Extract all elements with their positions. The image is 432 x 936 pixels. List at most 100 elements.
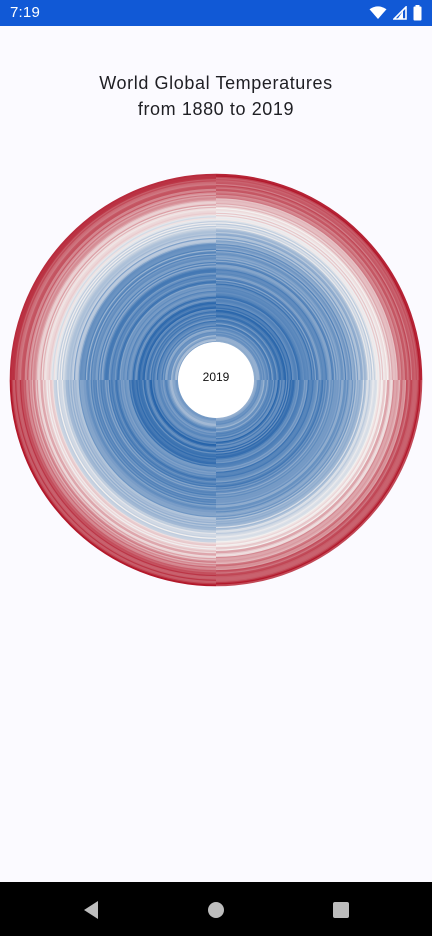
temperature-ring-arc xyxy=(32,379,217,564)
temperature-ring-arc xyxy=(85,249,217,381)
temperature-ring-arc xyxy=(124,288,217,381)
temperature-ring-arc xyxy=(58,222,217,381)
temperature-ring-arc xyxy=(42,379,217,554)
recents-icon[interactable] xyxy=(330,899,352,921)
temperature-ring-arc xyxy=(215,287,309,381)
temperature-ring-arc xyxy=(129,293,217,381)
temperature-ring-arc xyxy=(105,379,217,491)
temperature-ring-arc xyxy=(31,195,217,381)
temperature-ring-arc xyxy=(63,379,217,533)
temperature-ring-arc xyxy=(215,379,377,541)
temperature-ring-arc xyxy=(215,254,342,381)
temperature-ring-arc xyxy=(156,320,217,381)
temperature-ring-arc xyxy=(64,379,217,532)
back-icon[interactable] xyxy=(80,899,102,921)
home-icon[interactable] xyxy=(205,899,227,921)
temperature-ring-arc xyxy=(145,309,217,381)
temperature-ring-arc xyxy=(145,379,217,451)
temperature-ring-arc xyxy=(215,379,266,430)
temperature-ring-arc xyxy=(215,379,423,587)
temperature-ring-arc xyxy=(25,379,217,571)
temperature-ring-arc xyxy=(73,379,217,523)
temperature-ring-arc xyxy=(215,263,333,381)
temperature-ring-arc xyxy=(215,379,332,496)
temperature-ring-arc xyxy=(10,379,217,586)
temperature-ring-arc xyxy=(42,206,217,381)
temperature-ring-arc xyxy=(215,292,304,381)
temperature-ring-arc xyxy=(81,245,217,381)
temperature-ring-arc xyxy=(215,379,354,518)
temperature-ring-arc xyxy=(116,379,217,480)
temperature-ring-arc xyxy=(215,332,264,381)
temperature-ring-arc xyxy=(215,316,280,381)
temperature-ring-arc xyxy=(151,379,217,445)
temperature-ring-arc xyxy=(24,188,217,381)
temperature-ring-arc xyxy=(40,379,217,556)
temperature-ring-arc xyxy=(215,312,284,381)
temperature-ring-arc xyxy=(215,379,348,512)
temperature-ring-arc xyxy=(52,379,217,544)
temperature-ring-arc xyxy=(90,379,217,506)
temperature-ring-arc xyxy=(215,379,395,559)
temperature-ring-arc xyxy=(215,379,384,548)
temperature-ring-arc xyxy=(34,198,217,381)
temperature-ring-arc xyxy=(153,317,217,381)
temperature-ring-arc xyxy=(62,226,217,381)
temperature-ring-arc xyxy=(215,209,387,381)
temperature-ring-arc xyxy=(215,379,276,440)
temperature-ring-arc xyxy=(215,340,256,381)
temperature-ring-arc xyxy=(215,379,298,462)
temperature-ring-arc xyxy=(86,379,217,510)
temperature-ring-arc xyxy=(215,379,275,439)
temperature-ring-arc xyxy=(215,189,407,381)
temperature-ring-arc xyxy=(215,336,260,381)
temperature-ring-arc xyxy=(108,272,217,381)
temperature-ring-arc xyxy=(215,185,411,381)
temperature-ring-arc xyxy=(215,379,422,586)
temperature-ring-arc xyxy=(215,379,316,480)
temperature-rings xyxy=(9,173,423,587)
temperature-ring-arc xyxy=(112,276,217,381)
temperature-ring-arc xyxy=(172,336,217,381)
temperature-ring-arc xyxy=(33,379,217,563)
temperature-ring-arc xyxy=(215,274,322,381)
temperature-ring-arc xyxy=(215,379,321,485)
temperature-ring-arc xyxy=(51,379,217,545)
temperature-ring-arc xyxy=(154,379,217,442)
temperature-ring-arc xyxy=(215,379,416,580)
temperature-ring-arc xyxy=(169,333,217,381)
temperature-ring-arc xyxy=(215,330,266,381)
temperature-ring-arc xyxy=(215,379,264,428)
temperature-ring-arc xyxy=(111,275,217,381)
temperature-ring-arc xyxy=(55,219,217,381)
temperature-ring-arc xyxy=(215,379,396,560)
temperature-ring-arc xyxy=(97,261,217,381)
temperature-ring-arc xyxy=(176,340,217,381)
temperature-ring-arc xyxy=(215,306,290,381)
temperature-ring-arc xyxy=(215,238,358,381)
temperature-ring-arc xyxy=(215,379,358,522)
temperature-ring-arc xyxy=(215,320,276,381)
temperature-ring-arc xyxy=(157,321,217,381)
temperature-ring-arc xyxy=(12,176,217,381)
temperature-ring-arc xyxy=(44,379,217,552)
temperature-ring-arc xyxy=(146,310,217,381)
temperature-ring-arc xyxy=(215,322,274,381)
temperature-ring-arc xyxy=(215,379,296,460)
temperature-ring-arc xyxy=(126,379,217,470)
temperature-ring-arc xyxy=(215,212,384,381)
temperature-ring-arc xyxy=(172,379,217,424)
temperature-ring-arc xyxy=(215,208,388,381)
temperature-ring-arc xyxy=(215,379,335,499)
temperature-ring-arc xyxy=(215,379,386,550)
temperature-ring-arc xyxy=(109,273,217,381)
temperature-ring-arc xyxy=(87,379,217,509)
temperature-ring-arc xyxy=(215,379,336,500)
temperature-ring-arc xyxy=(215,379,280,444)
temperature-ring-arc xyxy=(215,379,304,468)
temperature-ring-arc xyxy=(215,298,298,381)
temperature-ring-arc xyxy=(215,257,339,381)
temperature-ring-arc xyxy=(13,379,217,583)
temperature-ring-arc xyxy=(215,379,390,554)
temperature-ring-arc xyxy=(46,379,217,550)
